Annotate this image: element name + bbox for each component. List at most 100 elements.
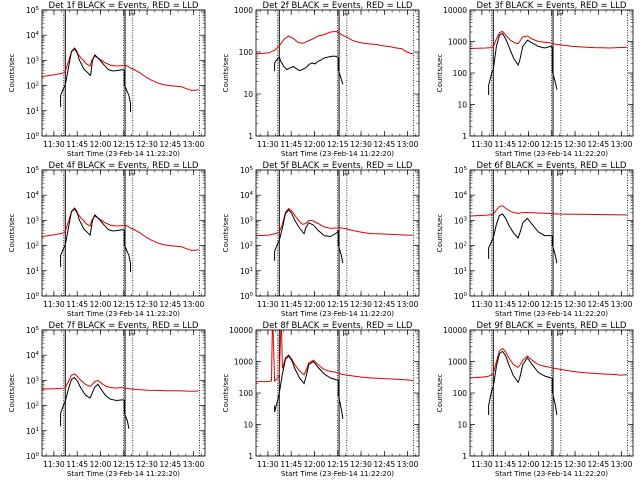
x-tick-label: 12:15: [541, 300, 563, 309]
y-tick-label: 103: [240, 216, 254, 225]
y-tick-label: 103: [26, 376, 40, 385]
y-tick-label: 102: [26, 402, 39, 411]
x-tick-label: 11:45: [66, 300, 88, 309]
chart-panel-8: Det 8f BLACK = Events, RED = LLD 1 10 100 10…: [222, 321, 419, 478]
x-axis-label: Start Time (23-Feb-14 11:22:20): [495, 310, 608, 318]
x-tick-label: 12:30: [564, 300, 586, 309]
series-line-events: [275, 56, 343, 84]
y-tick-label: 101: [26, 427, 39, 436]
y-tick-label: 103: [454, 216, 468, 225]
y-tick-label: 103: [26, 56, 40, 65]
x-tick-label: 12:45: [160, 460, 182, 469]
x-tick-label: 11:30: [43, 300, 65, 309]
x-tick-label: 12:00: [518, 460, 540, 469]
y-tick-label: 103: [26, 216, 40, 225]
y-axis: 1101001000: [234, 6, 419, 141]
y-tick-label: 102: [26, 82, 39, 91]
x-axis-label: Start Time (23-Feb-14 11:22:20): [281, 310, 394, 318]
x-tick-label: 12:15: [541, 460, 563, 469]
y-tick-label: 1: [462, 452, 467, 461]
detector-lightcurve-figure: Det 1f BLACK = Events, RED = LLD10010110…: [0, 0, 640, 480]
x-tick-label: 12:15: [327, 460, 349, 469]
x-tick-label: 12:45: [160, 140, 182, 149]
y-tick-label: 101: [26, 267, 39, 276]
y-tick-label: 102: [240, 242, 253, 251]
x-tick-label: 12:30: [136, 460, 158, 469]
x-tick-label: 12:15: [113, 300, 135, 309]
x-tick-label: 12:30: [350, 460, 372, 469]
x-tick-label: 12:45: [160, 300, 182, 309]
x-tick-label: 11:30: [43, 140, 65, 149]
y-tick-label: 104: [26, 351, 40, 360]
y-tick-label: 100: [453, 389, 468, 398]
chart-title: Det 5f BLACK = Events, RED = LLD: [263, 161, 413, 171]
y-tick-label: 105: [26, 6, 40, 15]
chart-panel-1: Det 1f BLACK = Events, RED = LLD10010110…: [8, 1, 205, 158]
y-tick-label: 100: [239, 389, 254, 398]
x-tick-label: 12:45: [588, 300, 610, 309]
chart-panel-5: Det 5f BLACK = Events, RED = LLD10010110…: [222, 161, 419, 318]
y-tick-label: 1: [248, 132, 253, 141]
x-tick-label: 11:30: [257, 460, 279, 469]
x-tick-label: 12:15: [327, 300, 349, 309]
y-tick-label: 101: [240, 267, 253, 276]
series-line-events: [61, 208, 131, 272]
y-tick-label: 1000: [234, 358, 253, 367]
y-tick-label: 102: [454, 242, 467, 251]
x-tick-label: 12:15: [541, 140, 563, 149]
y-tick-label: 100: [454, 292, 468, 301]
x-tick-label: 12:00: [518, 140, 540, 149]
series-line-events: [275, 210, 343, 263]
x-axis-label: Start Time (23-Feb-14 11:22:20): [281, 150, 394, 158]
y-tick-label: 104: [26, 191, 40, 200]
x-axis-label: Start Time (23-Feb-14 11:22:20): [281, 470, 394, 478]
chart-title: Det 3f BLACK = Events, RED = LLD: [477, 1, 627, 11]
y-tick-label: 1: [462, 132, 467, 141]
x-tick-label: 13:00: [611, 300, 633, 309]
time-markers: [492, 330, 628, 456]
chart-panel-2: Det 2f BLACK = Events, RED = LLD 1 10 100 10…: [222, 1, 419, 158]
x-tick-label: 13:00: [183, 300, 205, 309]
x-tick-label: 13:00: [397, 460, 419, 469]
y-tick-label: 10000: [443, 326, 467, 335]
y-axis: 100 101 102 103 104 105: [454, 166, 633, 301]
x-tick-label: 12:30: [564, 140, 586, 149]
x-tick-label: 12:30: [350, 300, 372, 309]
y-tick-label: 10: [457, 101, 467, 110]
chart-panel-4: Det 4f BLACK = Events, RED = LLD 100 101 10…: [8, 161, 205, 318]
y-tick-label: 100: [26, 292, 40, 301]
y-tick-label: 101: [454, 267, 467, 276]
chart-title: Det 9f BLACK = Events, RED = LLD: [477, 321, 627, 331]
series-line-events: [61, 378, 129, 429]
chart-title: Det 8f BLACK = Events, RED = LLD: [263, 321, 413, 331]
chart-title: Det 2f BLACK = Events, RED = LLD: [263, 1, 413, 11]
x-tick-label: 11:30: [471, 460, 493, 469]
y-tick-label: 1: [248, 452, 253, 461]
y-tick-label: 1000: [234, 6, 253, 15]
chart-title: Det 4f BLACK = Events, RED = LLD: [49, 161, 199, 171]
x-tick-label: 11:45: [494, 140, 516, 149]
series-line-events: [489, 214, 557, 263]
y-tick-label: 10: [243, 421, 253, 430]
x-axis-label: Start Time (23-Feb-14 11:22:20): [67, 470, 180, 478]
x-tick-label: 11:30: [43, 460, 65, 469]
x-tick-label: 12:45: [588, 460, 610, 469]
x-tick-label: 12:30: [136, 300, 158, 309]
x-tick-label: 13:00: [611, 460, 633, 469]
y-axis: 110100100010000: [229, 326, 419, 461]
time-markers: [64, 10, 200, 136]
y-axis-label: Counts/sec: [436, 214, 444, 253]
y-tick-label: 105: [240, 166, 254, 175]
x-tick-label: 12:00: [304, 300, 326, 309]
x-tick-label: 11:30: [471, 300, 493, 309]
chart-panel-7: Det 7f BLACK = Events, RED = LLD10010110…: [8, 321, 205, 478]
x-tick-label: 13:00: [183, 140, 205, 149]
x-tick-label: 12:00: [304, 140, 326, 149]
x-tick-label: 12:00: [90, 300, 112, 309]
chart-panel-3: Det 3f BLACK = Events, RED = LLD11010010…: [436, 1, 633, 158]
x-axis-label: Start Time (23-Feb-14 11:22:20): [67, 150, 180, 158]
chart-panel-9: Det 9f BLACK = Events, RED = LLD 1 10 100 10…: [436, 321, 633, 478]
x-tick-label: 11:45: [66, 460, 88, 469]
x-tick-label: 12:30: [564, 460, 586, 469]
time-markers: [64, 170, 200, 296]
